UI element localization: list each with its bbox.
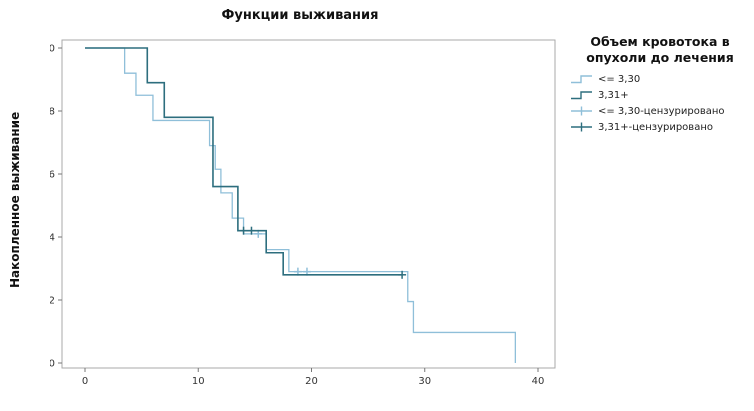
y-axis-label: Накопленное выживание bbox=[8, 111, 22, 288]
plot-area: 0 10 20 30 40 0,0 0,2 0,4 0,6 0,8 1,0 bbox=[50, 39, 556, 387]
survival-curve-2 bbox=[85, 47, 403, 276]
legend-item-label: <= 3,30-цензурировано bbox=[598, 105, 725, 117]
chart-title: Функции выживания bbox=[221, 8, 379, 23]
legend-item: <= 3,30-цензурировано bbox=[570, 104, 750, 118]
legend-item: 3,31+-цензурировано bbox=[570, 120, 750, 134]
step-line-swatch-icon bbox=[571, 91, 592, 100]
y-tick-label: 0,0 bbox=[50, 359, 55, 370]
step-line-swatch-icon bbox=[571, 75, 592, 84]
y-tick-label: 0,4 bbox=[50, 233, 55, 244]
y-tick-label: 0,2 bbox=[50, 296, 55, 307]
legend-title: Объем кровотока в опухоли до лечения bbox=[586, 34, 734, 65]
legend-item-label: <= 3,30 bbox=[598, 73, 641, 85]
x-tick-label: 10 bbox=[192, 376, 205, 387]
x-tick-label: 30 bbox=[418, 376, 431, 387]
y-tick-label: 0,6 bbox=[50, 170, 55, 181]
legend-items: <= 3,30 3,31+ <= 3,30-цензурировано 3,31+-ц… bbox=[570, 72, 750, 134]
x-tick-label: 40 bbox=[532, 376, 545, 387]
x-tick-label: 0 bbox=[82, 376, 88, 387]
censored-line-swatch-icon bbox=[571, 106, 592, 116]
y-tick-label: 1,0 bbox=[50, 44, 55, 55]
censored-line-swatch-icon bbox=[571, 122, 592, 132]
y-tick-label: 0,8 bbox=[50, 107, 55, 118]
x-tick-label: 20 bbox=[305, 376, 318, 387]
plot-panel-border bbox=[61, 39, 556, 369]
legend-item-label: 3,31+-цензурировано bbox=[598, 121, 713, 133]
legend: Объем кровотока в опухоли до лечения <= … bbox=[570, 34, 750, 134]
legend-item-label: 3,31+ bbox=[598, 89, 629, 101]
survival-curve-1 bbox=[85, 47, 516, 363]
legend-item: 3,31+ bbox=[570, 88, 750, 102]
legend-item: <= 3,30 bbox=[570, 72, 750, 86]
